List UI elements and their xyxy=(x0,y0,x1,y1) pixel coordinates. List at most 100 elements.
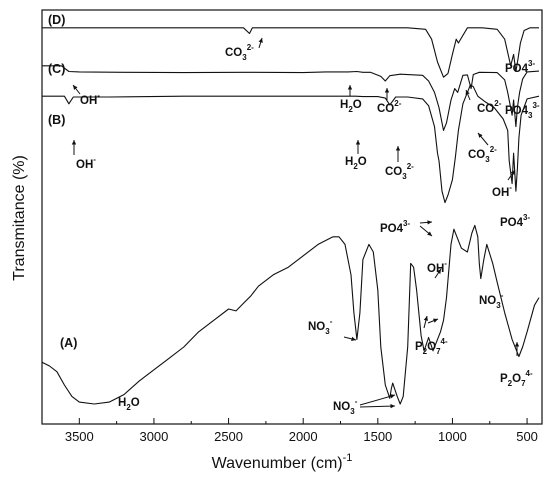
x-axis-title-text: Wavenumber (cm) xyxy=(212,455,343,472)
series-a-curve xyxy=(41,224,540,405)
anno-b-co3-main: CO xyxy=(385,166,402,178)
anno-a-p2o7-2-main: P xyxy=(500,373,508,385)
arrow-a-no3-3 xyxy=(359,405,396,408)
x-tick-label: 500 xyxy=(516,429,538,444)
x-tick-label: 3500 xyxy=(65,429,94,444)
anno-c-po4-main: PO4 xyxy=(505,105,529,117)
arrow-c-co3-head xyxy=(384,88,390,93)
arrow-a-no3-2-head xyxy=(390,394,395,399)
anno-a-no3-3: NO3- xyxy=(333,397,358,416)
anno-a-p2o7-2-sup: 4- xyxy=(526,369,533,378)
arrow-b-oh-head xyxy=(71,140,77,145)
arrow-a-no3-2 xyxy=(359,394,396,406)
anno-c-h2o-tail: O xyxy=(353,99,362,111)
x-axis-title: Wavenumber (cm)-1 xyxy=(212,452,353,472)
anno-a-oh-sup: - xyxy=(444,259,447,268)
arrow-c-co3b-head xyxy=(465,90,470,95)
anno-a-no3-3-sup: - xyxy=(355,397,358,406)
y-axis-title: Transmitance (%) xyxy=(11,155,28,281)
anno-b-h2o-main: H xyxy=(345,156,353,168)
anno-d-co3-main: CO xyxy=(225,47,242,59)
anno-c-co3b: CO2- xyxy=(477,99,502,115)
anno-b-oh2: OH- xyxy=(492,183,512,199)
anno-c-h2o: H2O xyxy=(340,99,362,114)
anno-a-no3-3-sub: 3 xyxy=(350,407,355,416)
anno-d-co3-sub: 3 xyxy=(242,53,247,62)
arrow-a-p2o7-2-head xyxy=(433,318,438,323)
anno-b-co3b-sup: 2- xyxy=(490,145,497,154)
anno-a-p2o7-2-sub2: 7 xyxy=(521,379,526,388)
anno-a-p2o7-1-sup: 4- xyxy=(441,337,448,346)
anno-a-no3-2-sub: 3 xyxy=(496,301,501,310)
panel-label-c: (C) xyxy=(48,62,65,76)
anno-c-po4-sup: 3- xyxy=(532,101,539,110)
anno-b-oh-sup: - xyxy=(93,155,96,164)
anno-b-po4-main: PO4 xyxy=(500,217,524,229)
anno-d-po4-main: PO4 xyxy=(505,63,529,75)
anno-a-oh: OH- xyxy=(427,259,447,275)
anno-a-no3-1-sub: 3 xyxy=(325,327,330,336)
anno-b-co3b-main: CO xyxy=(468,149,485,161)
anno-b-h2o-tail: O xyxy=(358,156,367,168)
x-tick-label: 1500 xyxy=(363,429,392,444)
arrow-a-po4-1-head xyxy=(427,220,432,225)
panel-label-a: (A) xyxy=(60,336,77,350)
anno-a-no3-1-sup: - xyxy=(330,317,333,326)
arrow-b-h2o-head xyxy=(355,140,361,145)
anno-a-p2o7-2-tail: O xyxy=(512,373,521,385)
arrow-a-oh-head xyxy=(436,269,441,274)
band-annotations: CO32-PO43-OH-H2O CO2- CO2-PO433-OH- H2OCO32… xyxy=(76,43,540,416)
anno-a-po4-main: PO4 xyxy=(380,223,404,235)
arrow-a-no3-3-head xyxy=(390,403,395,409)
anno-b-oh2-sup: - xyxy=(509,183,512,192)
anno-a-no3-3-main: NO xyxy=(333,401,350,413)
x-tick-label: 1000 xyxy=(438,429,467,444)
anno-c-co3b-sup: 2- xyxy=(494,99,501,108)
anno-a-h2o: H2O xyxy=(118,397,140,412)
anno-c-oh: OH- xyxy=(80,91,100,107)
anno-c-po4: PO433- xyxy=(505,101,540,120)
panel-label-d: (D) xyxy=(48,13,65,27)
anno-a-h2o-tail: O xyxy=(131,397,140,409)
arrow-c-h2o-head xyxy=(347,85,353,90)
anno-d-co3: CO32- xyxy=(225,43,254,62)
anno-b-h2o: H2O xyxy=(345,156,367,171)
anno-a-p2o7-2-sub: 2 xyxy=(508,379,513,388)
x-tick-label: 2000 xyxy=(289,429,318,444)
anno-b-po4: PO43- xyxy=(500,213,530,229)
anno-b-oh: OH- xyxy=(76,155,96,171)
anno-b-co3b: CO32- xyxy=(468,145,497,164)
arrow-a-po4-2-head xyxy=(427,231,432,236)
anno-c-co3-sup: 2- xyxy=(394,99,401,108)
x-tick-label: 3000 xyxy=(139,429,168,444)
anno-c-oh-main: OH xyxy=(80,95,97,107)
anno-a-no3-1: NO3- xyxy=(308,317,333,336)
anno-b-h2o-sub: 2 xyxy=(353,162,358,171)
anno-a-p2o7-1-sub: 2 xyxy=(423,347,428,356)
anno-a-po4-sup: 3- xyxy=(403,219,410,228)
anno-a-po4: PO43- xyxy=(380,219,410,235)
anno-c-co3b-main: CO xyxy=(477,103,494,115)
anno-b-po4-sup: 3- xyxy=(523,213,530,222)
anno-a-p2o7-2: P2O74- xyxy=(500,369,533,388)
annotation-arrows xyxy=(71,37,520,409)
arrow-b-co3b-head xyxy=(478,133,483,138)
series-d-curve xyxy=(42,27,539,78)
arrow-c-oh-head xyxy=(73,85,78,90)
anno-a-no3-2-main: NO xyxy=(479,295,496,307)
anno-c-h2o-main: H xyxy=(340,99,348,111)
anno-b-co3b-sub: 3 xyxy=(485,155,490,164)
anno-b-oh-main: OH xyxy=(76,159,93,171)
anno-a-p2o7-1-tail: O xyxy=(427,341,436,353)
arrow-d-co3-head xyxy=(258,38,263,43)
arrow-a-p2o7-1-head xyxy=(423,316,429,321)
anno-b-co3-sup: 2- xyxy=(407,162,414,171)
anno-a-p2o7-1: P2O74- xyxy=(415,337,448,356)
anno-c-h2o-sub: 2 xyxy=(348,105,353,114)
plot-frame xyxy=(41,9,543,425)
arrow-b-co3-head xyxy=(395,146,401,151)
anno-a-h2o-sub: 2 xyxy=(126,403,131,412)
anno-c-oh-sup: - xyxy=(97,91,100,100)
anno-a-p2o7-1-sub2: 7 xyxy=(436,347,441,356)
anno-c-co3-main: CO xyxy=(377,103,394,115)
